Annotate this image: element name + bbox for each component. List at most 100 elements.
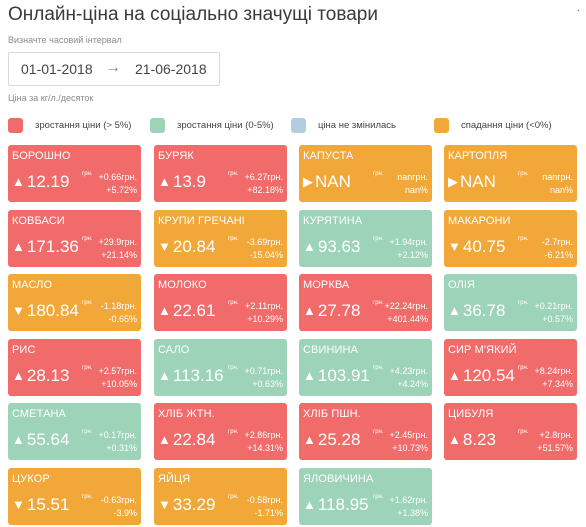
product-price: 8.23	[462, 430, 496, 449]
unit-note: Ціна за кг/л./десяток	[8, 93, 94, 103]
legend-swatch	[291, 118, 306, 133]
currency-label: грн.	[373, 494, 384, 500]
percent-change: +0.57%	[542, 314, 573, 324]
product-tile: МАКАРОНИ ▼ 40.75 грн. -2.7грн. -6.21%	[444, 210, 577, 267]
percent-change: +401.44%	[387, 314, 428, 324]
legend-item-up-strong: зростання ціни (> 5%)	[8, 118, 131, 133]
price-line: ▲ 13.9	[158, 173, 206, 190]
percent-change: nan%	[404, 185, 428, 195]
product-name: СИР М'ЯКИЙ	[448, 344, 517, 356]
price-change: +0.21грн.	[534, 301, 573, 311]
legend-item-up-mild: зростання ціни (0-5%)	[150, 118, 274, 133]
product-price: 180.84	[26, 301, 79, 320]
trend-arrow-icon: ▲	[448, 368, 461, 383]
product-tile: КУРЯТИНА ▲ 93.63 грн. +1.94грн. +2.12%	[299, 210, 432, 267]
price-change: +2.57грн.	[98, 366, 137, 376]
trend-arrow-icon: ▲	[303, 303, 316, 318]
percent-change: nan%	[549, 185, 573, 195]
product-price: 113.16	[172, 366, 224, 385]
legend-label: спадання ціни (<0%)	[461, 120, 552, 131]
price-change: +29.9грн.	[98, 237, 137, 247]
product-price: NAN	[460, 172, 496, 191]
currency-label: грн.	[373, 300, 384, 306]
price-line: ▼ 33.29	[158, 496, 215, 513]
trend-arrow-icon: ▶	[303, 174, 313, 189]
currency-label: грн.	[228, 300, 239, 306]
trend-arrow-icon: ▲	[448, 432, 461, 447]
price-line: ▲ 55.64	[12, 431, 69, 448]
price-line: ▼ 20.84	[158, 238, 215, 255]
end-date-input[interactable]: 21-06-2018	[135, 61, 207, 77]
product-name: МАСЛО	[12, 279, 53, 291]
percent-change: -15.04%	[249, 250, 283, 260]
legend-swatch	[8, 118, 23, 133]
trend-arrow-icon: ▲	[12, 368, 25, 383]
percent-change: +2.12%	[397, 250, 428, 260]
percent-change: +0.63%	[252, 379, 283, 389]
price-line: ▼ 15.51	[12, 496, 69, 513]
trend-arrow-icon: ▲	[12, 239, 25, 254]
product-tile: ОЛІЯ ▲ 36.78 грн. +0.21грн. +0.57%	[444, 274, 577, 331]
currency-label: грн.	[82, 494, 93, 500]
product-name: МОЛОКО	[158, 279, 207, 291]
price-change: +2.8грн.	[539, 430, 573, 440]
percent-change: +21.14%	[101, 250, 137, 260]
start-date-input[interactable]: 01-01-2018	[21, 61, 93, 77]
date-range-picker[interactable]: 01-01-2018 → 21-06-2018	[8, 52, 220, 86]
product-name: КАПУСТА	[303, 150, 354, 162]
price-line: ▲ 12.19	[12, 173, 69, 190]
trend-arrow-icon: ▲	[158, 368, 171, 383]
price-line: ▶ NAN	[303, 173, 351, 190]
product-price: 20.84	[172, 237, 216, 256]
price-change: -1.18грн.	[100, 301, 137, 311]
currency-label: грн.	[373, 365, 384, 371]
percent-change: +1.38%	[397, 508, 428, 518]
product-price: 27.78	[317, 301, 361, 320]
price-change: +2.86грн.	[244, 430, 283, 440]
product-name: ХЛІБ ЖТН.	[158, 408, 215, 420]
legend-label: ціна не змінилась	[318, 120, 396, 131]
product-name: МАКАРОНИ	[448, 215, 511, 227]
percent-change: +4.24%	[397, 379, 428, 389]
product-tile: КАРТОПЛЯ ▶ NAN грн. nanгрн. nan%	[444, 145, 577, 202]
product-tile: КОВБАСИ ▲ 171.36 грн. +29.9грн. +21.14%	[8, 210, 141, 267]
product-name: МОРКВА	[303, 279, 350, 291]
trend-arrow-icon: ▼	[158, 497, 171, 512]
page-title: Онлайн-ціна на соціально значущі товари	[8, 4, 378, 25]
product-tile: ЦУКОР ▼ 15.51 грн. -0.63грн. -3.9%	[8, 468, 141, 525]
trend-arrow-icon: ▲	[158, 174, 171, 189]
price-line: ▲ 8.23	[448, 431, 496, 448]
currency-label: грн.	[228, 429, 239, 435]
currency-label: грн.	[82, 171, 93, 177]
product-price: 103.91	[317, 366, 370, 385]
currency-label: грн.	[518, 429, 529, 435]
price-change: +4.23грн.	[389, 366, 428, 376]
trend-arrow-icon: ▲	[158, 432, 171, 447]
product-price: NAN	[315, 172, 351, 191]
currency-label: грн.	[228, 494, 239, 500]
trend-arrow-icon: ▲	[303, 497, 316, 512]
price-change: +1.62грн.	[389, 495, 428, 505]
price-change: +2.45грн.	[389, 430, 428, 440]
product-tile: СМЕТАНА ▲ 55.64 грн. +0.17грн. +0.31%	[8, 403, 141, 460]
legend-label: зростання ціни (0-5%)	[177, 120, 274, 131]
currency-label: грн.	[82, 300, 93, 306]
legend-item-unchanged: ціна не змінилась	[291, 118, 396, 133]
arrow-right-icon: →	[105, 59, 121, 76]
product-name: САЛО	[158, 344, 190, 356]
price-change: +0.66грн.	[98, 172, 137, 182]
price-change: -0.63грн.	[100, 495, 137, 505]
currency-label: грн.	[228, 365, 239, 371]
currency-label: грн.	[228, 236, 239, 242]
product-price: 55.64	[26, 430, 70, 449]
price-change: +1.94грн.	[389, 237, 428, 247]
price-line: ▲ 27.78	[303, 302, 360, 319]
product-price: 22.61	[172, 301, 216, 320]
product-tile: БОРОШНО ▲ 12.19 грн. +0.66грн. +5.72%	[8, 145, 141, 202]
date-range-label: Визначте часовий інтервал	[8, 35, 122, 45]
product-price: 93.63	[317, 237, 361, 256]
product-name: КУРЯТИНА	[303, 215, 363, 227]
product-name: БУРЯК	[158, 150, 194, 162]
price-line: ▶ NAN	[448, 173, 496, 190]
product-tile: КАПУСТА ▶ NAN грн. nanгрн. nan%	[299, 145, 432, 202]
